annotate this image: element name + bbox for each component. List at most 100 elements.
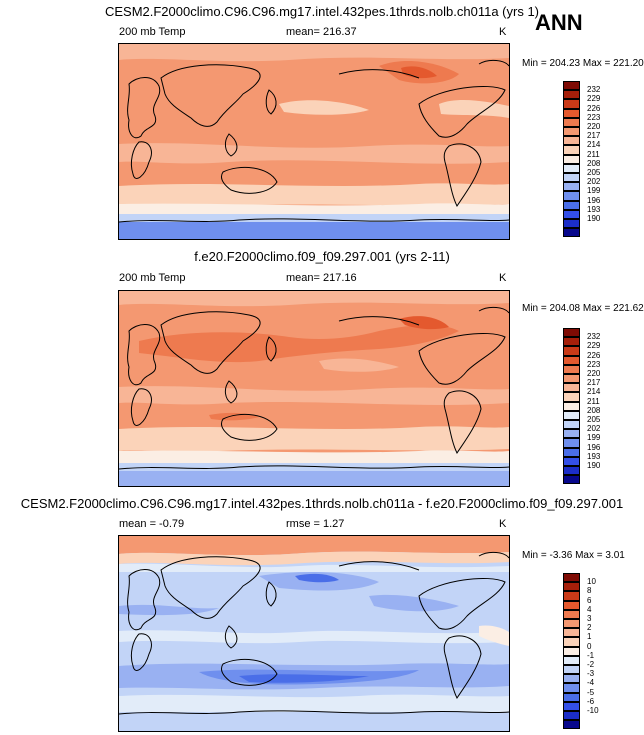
colorbar-cell — [563, 711, 580, 721]
colorbar-tick-label: -10 — [587, 706, 599, 715]
colorbar-cell — [563, 90, 580, 100]
colorbar-tick-label: 217 — [587, 378, 601, 388]
panel-2-cool-patch — [319, 358, 399, 372]
panel-3-tropical-neutral — [119, 630, 509, 644]
colorbar-cell — [563, 475, 580, 485]
colorbar-cell — [563, 628, 580, 638]
panel-3-min-patch-a — [295, 573, 339, 583]
colorbar-tick-label: 214 — [587, 140, 601, 150]
colorbar-tick-label: 205 — [587, 415, 601, 424]
panel-3-positive-patch-east — [479, 625, 509, 646]
colorbar-cell — [563, 438, 580, 448]
colorbar-cell — [563, 573, 580, 583]
colorbar-tick-label: 199 — [587, 186, 601, 196]
panel-2-tropical-band — [119, 386, 509, 405]
colorbar-cell — [563, 228, 580, 238]
colorbar-tick-label: 214 — [587, 387, 601, 397]
colorbar-tick-label: 208 — [587, 405, 601, 415]
colorbar-tick-label: 190 — [587, 461, 601, 470]
colorbar-cell — [563, 466, 580, 476]
panel-1-map-svg — [119, 44, 509, 239]
panel-2-coastlines — [119, 306, 509, 470]
panel-1-units: K — [499, 26, 507, 38]
colorbar-cell — [563, 655, 580, 665]
panel-2-variable-label: 200 mb Temp — [119, 272, 186, 284]
panel-1-title: CESM2.F2000climo.C96.C96.mg17.intel.432p… — [104, 4, 540, 19]
colorbar-cell — [563, 374, 580, 384]
colorbar-cell — [563, 637, 580, 647]
panel-2-polar-cap — [119, 291, 509, 307]
panel-3-colorbar: 10 8 6 4 3 2 1 0 -1 -2 -3 -4 -5 -6 -10 — [563, 573, 613, 730]
colorbar-tick-label: 220 — [587, 122, 601, 131]
colorbar-cell — [563, 447, 580, 457]
colorbar-cell — [563, 346, 580, 356]
colorbar-cell — [563, 117, 580, 127]
panel-3-neutral-band — [119, 563, 509, 572]
colorbar-tick-label: 226 — [587, 103, 601, 113]
colorbar-cell — [563, 163, 580, 173]
panel-1-variable-label: 200 mb Temp — [119, 26, 186, 38]
colorbar-tick-label: 2 — [587, 623, 592, 633]
colorbar-cell — [563, 582, 580, 592]
panel-3-mean-label: mean = -0.79 — [119, 518, 185, 530]
colorbar-cell — [563, 145, 580, 155]
colorbar-cell — [563, 355, 580, 365]
colorbar-cell — [563, 600, 580, 610]
colorbar-cell — [563, 410, 580, 420]
colorbar-cell — [563, 209, 580, 219]
colorbar-tick-label: -3 — [587, 669, 595, 679]
colorbar-tick-label: 226 — [587, 350, 601, 360]
panel-2-title: f.e20.F2000climo.f09_f09.297.001 (yrs 2-… — [194, 249, 450, 264]
colorbar-cell — [563, 683, 580, 693]
panel-2-southern-band-b — [119, 450, 509, 463]
colorbar-tick-label: 229 — [587, 341, 601, 351]
colorbar-tick-label: 3 — [587, 614, 592, 623]
colorbar-tick-label: 232 — [587, 85, 601, 95]
colorbar-cell — [563, 674, 580, 684]
colorbar-cell — [563, 200, 580, 210]
colorbar-tick-label: -4 — [587, 678, 595, 688]
panel-2-units: K — [499, 272, 507, 284]
panel-2-warm-belt — [139, 324, 459, 363]
colorbar-cell — [563, 619, 580, 629]
panel-1-southern-band-a — [119, 183, 509, 207]
panel-3-title: CESM2.F2000climo.C96.C96.mg17.intel.432p… — [20, 496, 624, 511]
colorbar-cell — [563, 383, 580, 393]
colorbar-tick-label: 232 — [587, 332, 601, 342]
panel-1-southern-band-b — [119, 203, 509, 214]
panel-3-rmse-label: rmse = 1.27 — [286, 518, 345, 530]
panel-1-map — [118, 43, 510, 240]
panel-3-negative-patch-c — [369, 594, 459, 612]
panel-2-colorbar: 232 229 226 223 220 217 214 211 208 205 202 199 196 1… — [563, 328, 613, 485]
panel-2-map — [118, 290, 510, 487]
colorbar-tick-label: 211 — [587, 396, 600, 406]
panel-1-minmax: Min = 204.23 Max = 221.20 — [522, 58, 644, 69]
panel-2-max-patch — [399, 316, 449, 330]
colorbar-tick-label: 8 — [587, 586, 592, 596]
colorbar-tick-label: 196 — [587, 195, 601, 205]
colorbar-tick-label: 202 — [587, 424, 601, 434]
colorbar-tick-label: 202 — [587, 177, 601, 187]
colorbar-tick-label: 223 — [587, 112, 601, 122]
colorbar-cell — [563, 420, 580, 430]
colorbar-cell — [563, 701, 580, 711]
colorbar-cell — [563, 81, 580, 91]
colorbar-tick-label: -1 — [587, 650, 595, 660]
colorbar-cell — [563, 182, 580, 192]
colorbar-cell — [563, 665, 580, 675]
colorbar-cell — [563, 429, 580, 439]
colorbar-tick-label: 205 — [587, 168, 601, 177]
panel-2-mean-label: mean= 217.16 — [286, 272, 357, 284]
colorbar-tick-label: 0 — [587, 641, 592, 651]
colorbar-tick-label: 4 — [587, 604, 592, 614]
panel-1-polar-cap — [119, 44, 509, 62]
season-label: ANN — [535, 10, 583, 35]
panel-3-antarctic-band — [119, 712, 509, 731]
colorbar-tick-label: 211 — [587, 149, 600, 159]
panel-3-map — [118, 535, 510, 732]
colorbar-cell — [563, 154, 580, 164]
colorbar-tick-label: 193 — [587, 204, 601, 214]
colorbar-cell — [563, 392, 580, 402]
panel-3-minmax: Min = -3.36 Max = 3.01 — [522, 550, 625, 561]
colorbar-cell — [563, 136, 580, 146]
